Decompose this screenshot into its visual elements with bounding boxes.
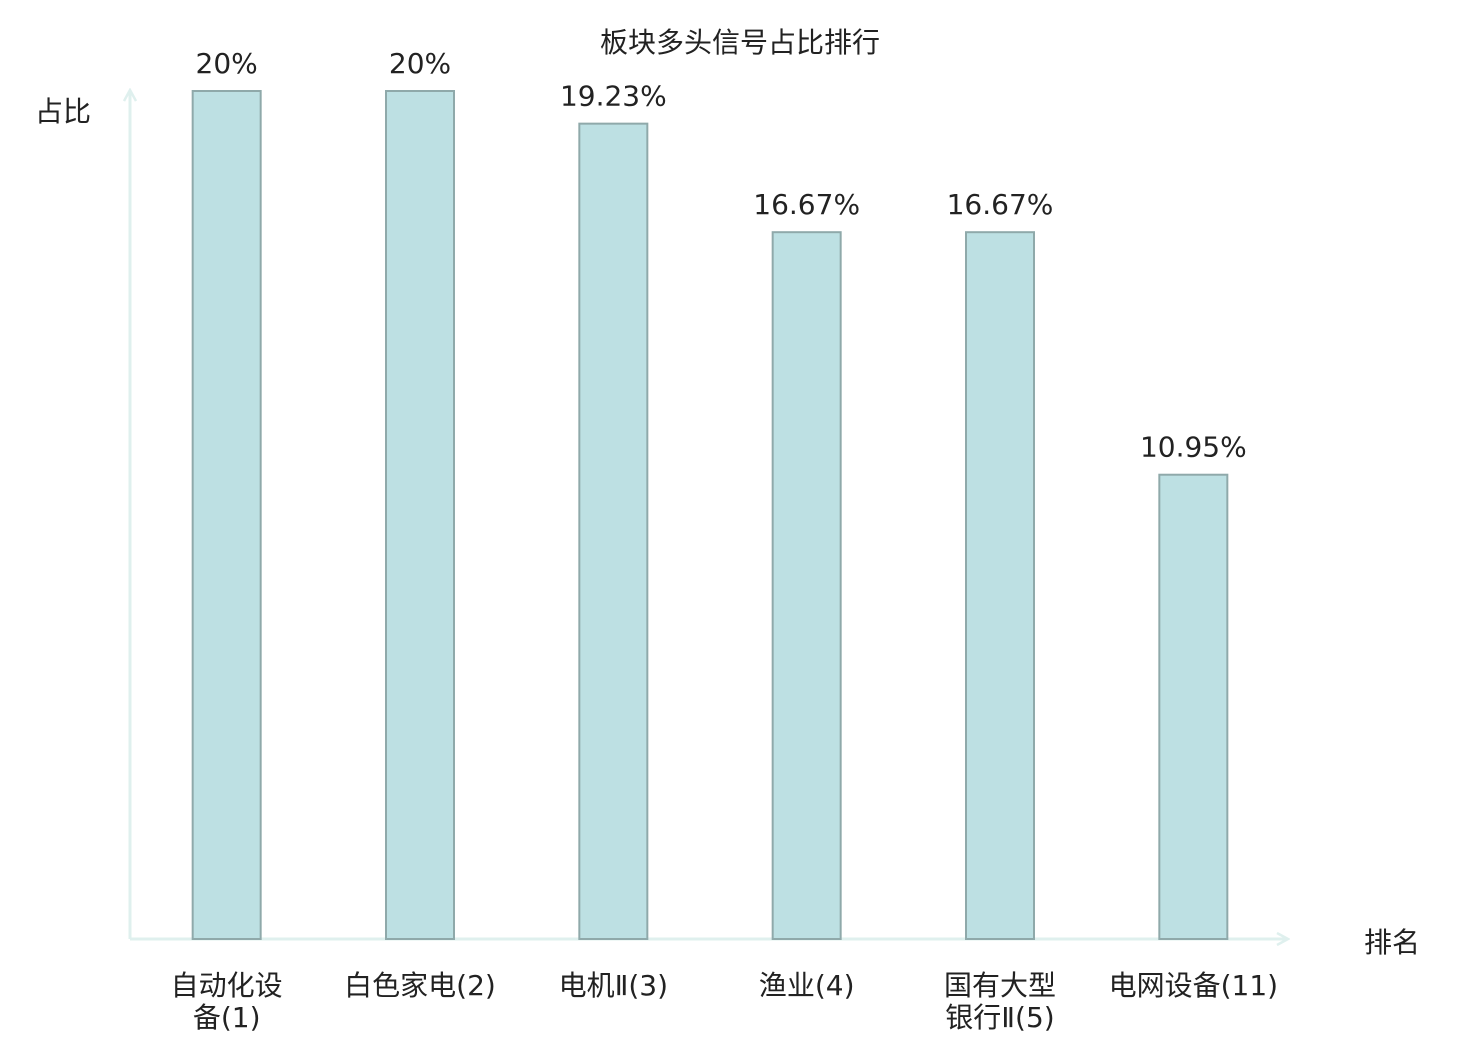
value-label: 20% [389,47,451,80]
chart-title: 板块多头信号占比排行 [600,26,880,59]
bar [771,231,842,940]
x-axis-label: 排名 [1364,926,1420,959]
x-tick-label: 白色家电(2) [344,969,496,1002]
bar [191,90,262,940]
value-label: 19.23% [560,80,667,113]
value-label: 16.67% [753,188,860,221]
value-label: 16.67% [947,188,1054,221]
bar [965,231,1035,940]
bar [385,90,455,940]
y-axis-label: 占比 [35,95,91,128]
value-label: 10.95% [1140,431,1247,464]
x-tick-label: 渔业(4) [759,969,855,1002]
x-tick-label: 电网设备(11) [1109,969,1278,1002]
bar [578,122,649,940]
x-tick-label: 自动化设备(1) [171,969,283,1034]
bar [1158,473,1229,940]
x-tick-label: 电机Ⅱ(3) [559,969,668,1002]
value-label: 20% [196,47,258,80]
x-tick-label: 国有大型银行Ⅱ(5) [944,969,1056,1034]
